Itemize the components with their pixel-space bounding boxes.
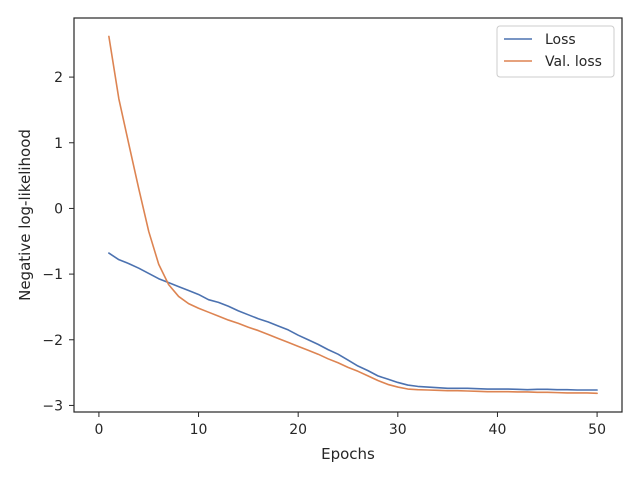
plot-lines (108, 35, 598, 395)
y-tick-label: 1 (54, 136, 63, 152)
x-axis-ticks: 0 10 20 30 40 50 (94, 412, 606, 438)
y-axis-label: Negative log-likelihood (16, 129, 34, 301)
legend-label-val-loss: Val. loss (545, 54, 602, 70)
y-tick-label: 2 (54, 70, 63, 86)
legend-label-loss: Loss (545, 32, 576, 48)
y-tick-label: −3 (42, 398, 63, 414)
x-tick-label: 50 (588, 422, 606, 438)
x-tick-label: 0 (94, 422, 103, 438)
series-line-loss (108, 252, 598, 391)
x-tick-label: 20 (289, 422, 307, 438)
x-tick-label: 40 (489, 422, 507, 438)
x-tick-label: 10 (190, 422, 208, 438)
y-tick-label: 0 (54, 201, 63, 217)
x-tick-label: 30 (389, 422, 407, 438)
plot-frame (73, 17, 623, 413)
series-line-val-loss (108, 35, 598, 395)
y-tick-label: −1 (42, 267, 63, 283)
y-tick-label: −2 (42, 333, 63, 349)
x-axis-label: Epochs (321, 445, 375, 463)
y-axis-ticks: −3 −2 −1 0 1 2 (42, 70, 74, 414)
legend: Loss Val. loss (496, 25, 615, 78)
